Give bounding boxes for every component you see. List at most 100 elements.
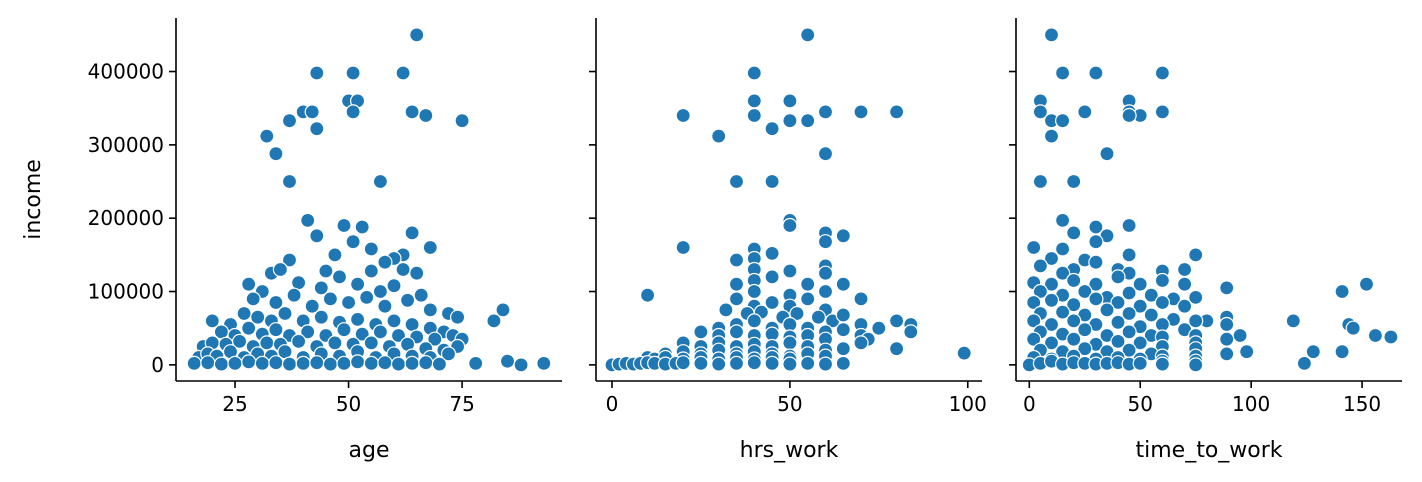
scatter-point bbox=[1121, 217, 1137, 234]
scatter-point bbox=[318, 263, 334, 279]
scatter-point bbox=[1043, 128, 1060, 144]
scatter-point bbox=[1043, 292, 1060, 308]
scatter-point bbox=[227, 355, 243, 371]
scatter-point bbox=[354, 326, 370, 342]
scatter-point bbox=[345, 65, 361, 81]
scatter-point bbox=[835, 341, 851, 357]
scatter-point bbox=[810, 309, 827, 325]
scatter-point bbox=[764, 121, 780, 137]
scatter-point bbox=[1026, 313, 1042, 329]
scatter-point bbox=[431, 356, 447, 372]
scatter-point bbox=[1219, 331, 1235, 347]
scatter-point bbox=[1219, 346, 1235, 362]
scatter-point bbox=[377, 298, 393, 314]
scatter-point bbox=[1232, 327, 1248, 344]
scatter-point bbox=[309, 65, 325, 81]
scatter-point bbox=[309, 121, 325, 137]
scatter-point bbox=[1110, 333, 1126, 349]
scatter-point bbox=[300, 212, 316, 228]
scatter-point bbox=[1032, 258, 1049, 274]
scatter-point bbox=[1334, 344, 1350, 360]
scatter-point bbox=[386, 313, 402, 329]
scatter-point bbox=[693, 355, 709, 371]
scatter-point bbox=[236, 305, 252, 322]
scatter-point bbox=[322, 356, 338, 372]
scatter-point bbox=[782, 263, 798, 279]
scatter-point bbox=[1077, 104, 1093, 120]
scatter-point bbox=[1345, 320, 1361, 336]
scatter-point bbox=[1143, 307, 1159, 323]
scatter-point bbox=[1032, 104, 1049, 120]
scatter-point bbox=[440, 346, 457, 362]
scatter-point bbox=[746, 283, 762, 300]
scatter-point bbox=[888, 341, 905, 357]
scatter-point bbox=[309, 228, 325, 244]
scatter-point bbox=[853, 291, 869, 307]
x-tick-label: 50 bbox=[1128, 392, 1153, 416]
scatter-point bbox=[241, 354, 257, 370]
scatter-point bbox=[359, 289, 375, 305]
scatter-point bbox=[1334, 283, 1350, 300]
scatter-point bbox=[300, 324, 316, 340]
scatter-point bbox=[372, 283, 388, 300]
scatter-point bbox=[418, 355, 434, 371]
x-tick-label: 100 bbox=[949, 392, 987, 416]
scatter-point bbox=[268, 294, 284, 311]
scatter-point bbox=[1054, 113, 1071, 129]
scatter-point bbox=[1296, 355, 1313, 371]
scatter-point bbox=[1032, 283, 1049, 300]
scatter-point bbox=[835, 355, 851, 371]
scatter-point bbox=[1043, 250, 1060, 267]
scatter-point bbox=[1077, 341, 1093, 357]
scatter-point bbox=[1066, 297, 1082, 313]
panel-hrs-work: 0 50 100 hrs_work bbox=[589, 18, 987, 463]
scatter-point bbox=[728, 324, 745, 340]
scatter-point bbox=[746, 65, 762, 81]
scatter-point bbox=[782, 316, 798, 333]
scatter-point bbox=[1054, 304, 1071, 320]
scatter-point bbox=[800, 113, 816, 129]
scatter-point bbox=[1239, 344, 1255, 360]
scatter-point bbox=[1054, 212, 1071, 228]
scatter-point bbox=[1154, 294, 1171, 311]
scatter-point bbox=[1143, 287, 1159, 303]
scatter-point bbox=[1043, 335, 1060, 351]
scatter-point bbox=[1099, 302, 1115, 318]
scatter-point bbox=[1066, 173, 1082, 190]
scatter-point bbox=[1176, 261, 1193, 278]
scatter-point bbox=[711, 128, 727, 144]
x-tick-label: 150 bbox=[1343, 392, 1381, 416]
scatter-point bbox=[1054, 265, 1071, 281]
scatter-point bbox=[291, 275, 307, 291]
scatter-point bbox=[956, 345, 972, 361]
scatter-point bbox=[1121, 107, 1137, 124]
scatter-point bbox=[336, 355, 352, 371]
scatter-point bbox=[363, 263, 379, 279]
scatter-point bbox=[427, 331, 443, 347]
scatter-point bbox=[1110, 269, 1126, 285]
scatter-point bbox=[254, 355, 270, 371]
scatter-point bbox=[817, 356, 834, 372]
scatter-point bbox=[281, 252, 298, 268]
x-tick-label: 0 bbox=[1023, 392, 1036, 416]
scatter-point bbox=[746, 313, 762, 329]
scatter-point bbox=[204, 313, 220, 329]
scatter-point bbox=[390, 356, 407, 372]
scatter-point bbox=[354, 219, 370, 235]
scatter-point bbox=[1077, 283, 1093, 300]
scatter-point bbox=[1088, 254, 1104, 270]
scatter-point bbox=[372, 173, 388, 190]
scatter-point bbox=[1099, 146, 1115, 162]
scatter-point bbox=[1132, 335, 1148, 351]
x-axis-title: hrs_work bbox=[740, 438, 839, 463]
scatter-point bbox=[286, 287, 302, 303]
scatter-point bbox=[1088, 219, 1104, 235]
scatter-point bbox=[291, 333, 307, 349]
scatter-point bbox=[486, 313, 502, 329]
scatter-point bbox=[764, 173, 780, 190]
scatter-point bbox=[322, 291, 338, 307]
scatter-point bbox=[1066, 225, 1082, 241]
scatter-point bbox=[871, 320, 887, 336]
scatter-point bbox=[350, 354, 366, 370]
scatter-point bbox=[675, 239, 691, 256]
